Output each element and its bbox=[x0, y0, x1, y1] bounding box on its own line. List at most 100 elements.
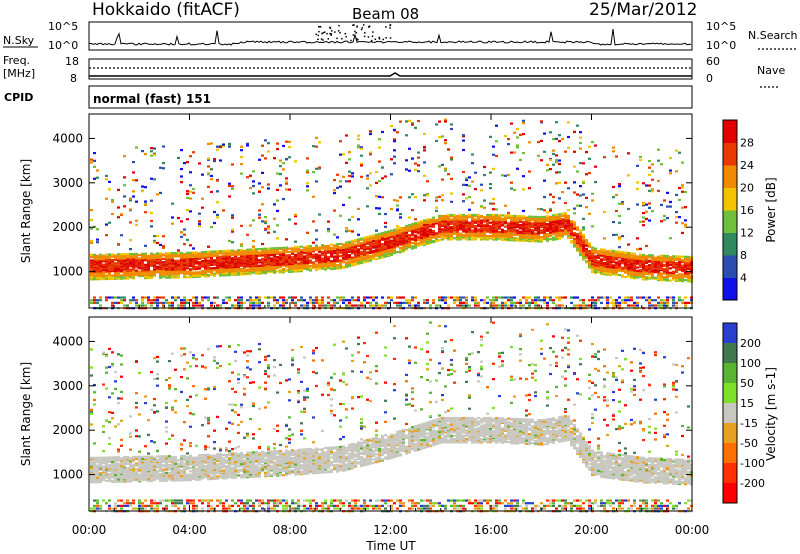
power-cell bbox=[582, 235, 585, 239]
power-cell bbox=[156, 304, 159, 307]
power-cell bbox=[96, 269, 99, 272]
power-cell bbox=[471, 201, 474, 204]
power-cell bbox=[258, 253, 261, 256]
power-cell bbox=[384, 242, 387, 245]
power-cell bbox=[246, 265, 249, 268]
power-cell bbox=[246, 264, 249, 267]
power-cell bbox=[183, 228, 186, 231]
colorbar-swatch bbox=[723, 210, 737, 233]
power-cell bbox=[399, 248, 402, 252]
power-cell bbox=[240, 149, 243, 152]
power-cell bbox=[327, 265, 330, 269]
power-cell bbox=[435, 237, 438, 241]
power-cell bbox=[636, 255, 639, 258]
power-cell bbox=[216, 179, 219, 182]
power-cell bbox=[339, 299, 342, 302]
power-cell bbox=[516, 223, 519, 227]
power-cell bbox=[354, 253, 357, 256]
power-cell bbox=[135, 304, 138, 307]
power-cell bbox=[609, 263, 612, 267]
power-cell bbox=[177, 216, 180, 220]
power-cell bbox=[90, 299, 93, 302]
power-cell bbox=[162, 167, 165, 170]
power-cell bbox=[489, 237, 492, 240]
power-cell bbox=[480, 232, 483, 235]
power-cell bbox=[435, 123, 438, 126]
power-cell bbox=[444, 237, 447, 240]
power-cell bbox=[252, 304, 255, 307]
power-cell bbox=[537, 304, 540, 307]
power-cell bbox=[315, 180, 318, 183]
power-cell bbox=[333, 256, 336, 259]
power-cell bbox=[474, 237, 477, 240]
power-cell bbox=[477, 214, 480, 218]
power-cell bbox=[369, 304, 372, 307]
power-cell bbox=[240, 156, 243, 159]
power-cell bbox=[330, 264, 333, 267]
power-cell bbox=[108, 261, 111, 264]
power-cell bbox=[351, 172, 354, 175]
power-cell bbox=[510, 304, 513, 307]
power-cell bbox=[336, 296, 339, 299]
power-cell bbox=[489, 229, 492, 232]
power-cell bbox=[225, 264, 228, 267]
power-cell bbox=[345, 251, 348, 254]
power-cell bbox=[315, 301, 318, 304]
velocity-cell bbox=[90, 464, 93, 467]
power-cell bbox=[477, 217, 480, 220]
power-cell bbox=[606, 255, 609, 258]
power-cell bbox=[93, 151, 96, 155]
power-cell bbox=[507, 214, 510, 217]
power-cell bbox=[582, 244, 585, 248]
power-cell bbox=[444, 169, 447, 172]
power-cell bbox=[444, 218, 447, 221]
power-cell bbox=[573, 243, 576, 246]
power-cell bbox=[222, 262, 225, 265]
power-cell bbox=[564, 224, 567, 227]
power-cell bbox=[141, 190, 144, 193]
power-cell bbox=[417, 304, 420, 307]
power-cell bbox=[657, 304, 660, 307]
power-cell bbox=[120, 299, 123, 302]
power-cell bbox=[234, 251, 237, 254]
power-cell bbox=[519, 133, 522, 137]
power-cell bbox=[408, 246, 411, 249]
power-cell bbox=[468, 221, 471, 224]
power-cell bbox=[246, 273, 249, 276]
power-cell bbox=[645, 299, 648, 302]
power-cell bbox=[555, 219, 558, 222]
power-cell bbox=[642, 202, 645, 206]
power-cell bbox=[375, 239, 378, 242]
power-cell bbox=[597, 299, 600, 302]
power-cell bbox=[678, 151, 681, 154]
power-cell bbox=[237, 304, 240, 307]
power-cell bbox=[192, 252, 195, 255]
power-cell bbox=[159, 258, 162, 262]
power-cell bbox=[264, 215, 267, 219]
power-cell bbox=[312, 301, 315, 304]
power-cell bbox=[570, 241, 573, 244]
power-cell bbox=[399, 233, 402, 236]
power-cell bbox=[135, 273, 138, 277]
power-cell bbox=[210, 190, 213, 194]
freq-tick-bottom: 8 bbox=[70, 72, 77, 85]
power-cell bbox=[393, 301, 396, 304]
power-cell bbox=[627, 174, 630, 177]
power-cell bbox=[687, 279, 690, 282]
power-cell bbox=[99, 268, 102, 271]
power-cell bbox=[231, 272, 234, 275]
power-cell bbox=[276, 299, 279, 302]
power-cell bbox=[135, 255, 138, 258]
power-cell bbox=[423, 174, 426, 177]
power-cell bbox=[468, 229, 471, 232]
power-cell bbox=[462, 213, 465, 217]
power-cell bbox=[276, 262, 279, 265]
power-cell bbox=[312, 264, 315, 267]
power-cell bbox=[204, 270, 207, 274]
power-cell bbox=[363, 253, 366, 256]
power-cell bbox=[99, 275, 102, 279]
power-cell bbox=[522, 188, 525, 191]
power-cell bbox=[267, 261, 270, 265]
power-cell bbox=[279, 159, 282, 162]
power-cell bbox=[363, 238, 366, 242]
